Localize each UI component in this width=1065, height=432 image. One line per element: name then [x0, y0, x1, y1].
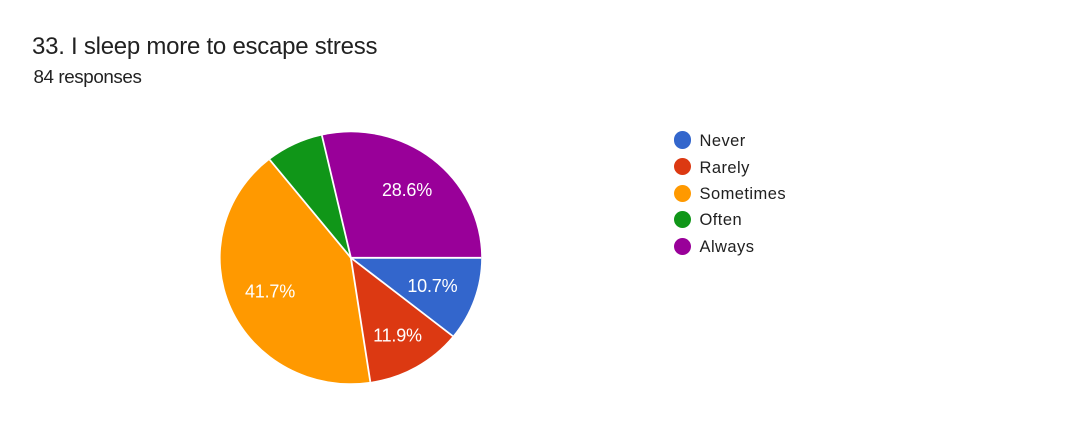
svg-text:28.6%: 28.6%: [382, 180, 432, 200]
svg-text:11.9%: 11.9%: [373, 326, 422, 346]
svg-text:41.7%: 41.7%: [245, 282, 295, 302]
svg-text:10.7%: 10.7%: [407, 276, 457, 296]
